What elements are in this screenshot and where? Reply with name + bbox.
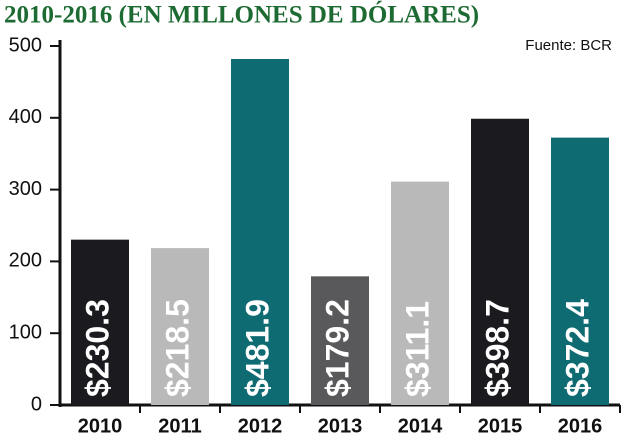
value-label: $481.9 — [239, 299, 275, 397]
source: Fuente: BCR — [525, 37, 612, 54]
y-tick-label: 500 — [9, 34, 42, 56]
bar — [71, 239, 129, 405]
chart-title: 2010-2016 (EN MILLONES DE DÓLARES) — [4, 1, 479, 29]
value-label: $311.1 — [399, 301, 435, 397]
bar — [231, 58, 289, 406]
value-label: $179.2 — [319, 299, 355, 397]
y-tick-label: 200 — [9, 250, 42, 272]
bar — [391, 181, 449, 405]
y-tick-label: 100 — [9, 321, 42, 343]
bar — [551, 137, 609, 405]
value-label: $372.4 — [559, 299, 595, 397]
x-tick-label: 2010 — [78, 415, 123, 437]
value-label: $398.7 — [479, 299, 515, 397]
bar — [471, 118, 529, 405]
x-tick-label: 2016 — [558, 415, 603, 437]
x-tick-label: 2014 — [398, 415, 443, 437]
y-tick-label: 300 — [9, 178, 42, 200]
x-tick-label: 2015 — [478, 415, 523, 437]
y-tick-label: 0 — [31, 393, 42, 415]
value-label: $230.3 — [79, 299, 115, 397]
x-tick-label: 2011 — [158, 415, 201, 437]
x-tick-label: 2013 — [318, 415, 363, 437]
bar — [151, 248, 209, 405]
y-tick-label: 400 — [9, 106, 42, 128]
value-label: $218.5 — [159, 299, 195, 397]
x-tick-label: 2012 — [238, 415, 283, 437]
bar — [311, 276, 369, 405]
